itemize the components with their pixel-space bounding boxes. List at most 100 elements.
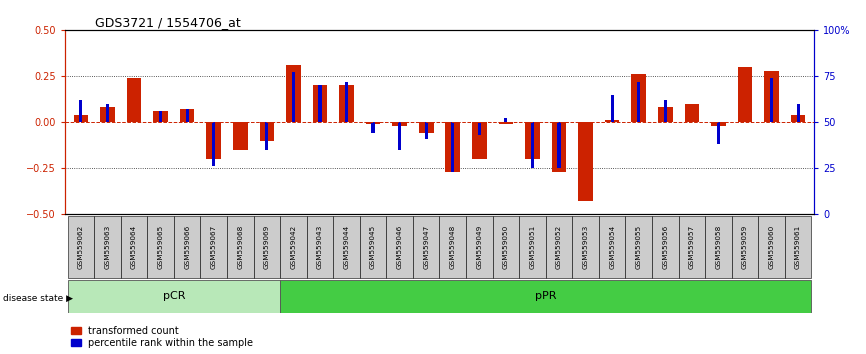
Bar xyxy=(525,122,540,159)
Bar xyxy=(319,85,321,122)
Bar xyxy=(292,73,295,122)
Bar xyxy=(558,122,560,168)
Bar xyxy=(504,119,507,122)
Bar xyxy=(313,85,327,122)
FancyBboxPatch shape xyxy=(759,216,785,278)
Bar xyxy=(372,122,375,133)
Bar xyxy=(478,122,481,135)
Bar xyxy=(260,122,275,141)
Bar xyxy=(611,95,614,122)
Bar xyxy=(365,122,380,124)
Bar xyxy=(791,115,805,122)
Bar xyxy=(106,104,109,122)
FancyBboxPatch shape xyxy=(546,216,572,278)
Text: GSM559049: GSM559049 xyxy=(476,225,482,269)
FancyBboxPatch shape xyxy=(280,216,307,278)
Text: GSM559058: GSM559058 xyxy=(715,225,721,269)
Bar xyxy=(604,120,619,122)
Text: GSM559051: GSM559051 xyxy=(529,225,535,269)
Bar xyxy=(286,65,301,122)
Bar xyxy=(451,122,455,172)
Bar xyxy=(345,82,348,122)
Bar xyxy=(711,122,726,126)
FancyBboxPatch shape xyxy=(413,216,439,278)
Text: GSM559063: GSM559063 xyxy=(105,225,111,269)
Bar xyxy=(233,122,248,150)
Bar xyxy=(185,109,189,122)
FancyBboxPatch shape xyxy=(174,216,200,278)
Text: GDS3721 / 1554706_at: GDS3721 / 1554706_at xyxy=(95,16,241,29)
Legend: transformed count, percentile rank within the sample: transformed count, percentile rank withi… xyxy=(70,325,255,349)
Text: GSM559067: GSM559067 xyxy=(210,225,216,269)
FancyBboxPatch shape xyxy=(732,216,759,278)
Bar xyxy=(445,122,460,172)
FancyBboxPatch shape xyxy=(94,216,120,278)
FancyBboxPatch shape xyxy=(147,216,174,278)
Text: GSM559057: GSM559057 xyxy=(688,225,695,269)
FancyBboxPatch shape xyxy=(227,216,254,278)
Bar xyxy=(392,122,407,126)
Bar xyxy=(100,107,115,122)
Text: pPR: pPR xyxy=(535,291,557,302)
FancyBboxPatch shape xyxy=(439,216,466,278)
Text: GSM559052: GSM559052 xyxy=(556,225,562,269)
FancyBboxPatch shape xyxy=(652,216,679,278)
Bar xyxy=(398,122,401,150)
FancyBboxPatch shape xyxy=(68,280,280,313)
Text: GSM559045: GSM559045 xyxy=(370,225,376,269)
Text: pCR: pCR xyxy=(163,291,185,302)
Text: GSM559044: GSM559044 xyxy=(344,225,350,269)
FancyBboxPatch shape xyxy=(572,216,599,278)
Text: GSM559065: GSM559065 xyxy=(158,225,164,269)
Text: GSM559055: GSM559055 xyxy=(636,225,642,269)
Bar xyxy=(339,85,354,122)
Text: GSM559053: GSM559053 xyxy=(583,225,589,269)
Bar xyxy=(472,122,487,159)
FancyBboxPatch shape xyxy=(520,216,546,278)
Text: GSM559054: GSM559054 xyxy=(609,225,615,269)
Text: GSM559043: GSM559043 xyxy=(317,225,323,269)
Bar xyxy=(153,111,168,122)
Bar xyxy=(419,122,434,133)
FancyBboxPatch shape xyxy=(625,216,652,278)
Bar xyxy=(797,104,799,122)
Bar xyxy=(663,100,667,122)
Text: GSM559062: GSM559062 xyxy=(78,225,84,269)
Text: GSM559066: GSM559066 xyxy=(184,225,191,269)
Bar xyxy=(552,122,566,172)
FancyBboxPatch shape xyxy=(120,216,147,278)
FancyBboxPatch shape xyxy=(359,216,386,278)
Bar xyxy=(180,109,195,122)
FancyBboxPatch shape xyxy=(200,216,227,278)
Bar xyxy=(424,122,428,139)
Bar xyxy=(80,100,82,122)
Bar xyxy=(265,122,268,150)
Text: GSM559046: GSM559046 xyxy=(397,225,403,269)
FancyBboxPatch shape xyxy=(466,216,493,278)
FancyBboxPatch shape xyxy=(705,216,732,278)
Bar xyxy=(717,122,720,144)
Text: disease state ▶: disease state ▶ xyxy=(3,293,73,303)
Text: GSM559068: GSM559068 xyxy=(237,225,243,269)
FancyBboxPatch shape xyxy=(68,216,94,278)
Bar xyxy=(578,122,593,201)
Bar xyxy=(658,107,673,122)
Bar xyxy=(738,67,753,122)
FancyBboxPatch shape xyxy=(307,216,333,278)
Text: GSM559042: GSM559042 xyxy=(290,225,296,269)
FancyBboxPatch shape xyxy=(254,216,280,278)
Bar xyxy=(531,122,534,168)
Text: GSM559050: GSM559050 xyxy=(503,225,509,269)
Text: GSM559056: GSM559056 xyxy=(662,225,669,269)
Bar xyxy=(631,74,646,122)
FancyBboxPatch shape xyxy=(333,216,359,278)
Text: GSM559059: GSM559059 xyxy=(742,225,748,269)
Bar xyxy=(499,122,514,124)
Bar xyxy=(684,104,699,122)
Text: GSM559048: GSM559048 xyxy=(449,225,456,269)
Bar xyxy=(764,70,779,122)
Text: GSM559060: GSM559060 xyxy=(768,225,774,269)
FancyBboxPatch shape xyxy=(280,280,811,313)
Text: GSM559061: GSM559061 xyxy=(795,225,801,269)
Bar xyxy=(206,122,221,159)
